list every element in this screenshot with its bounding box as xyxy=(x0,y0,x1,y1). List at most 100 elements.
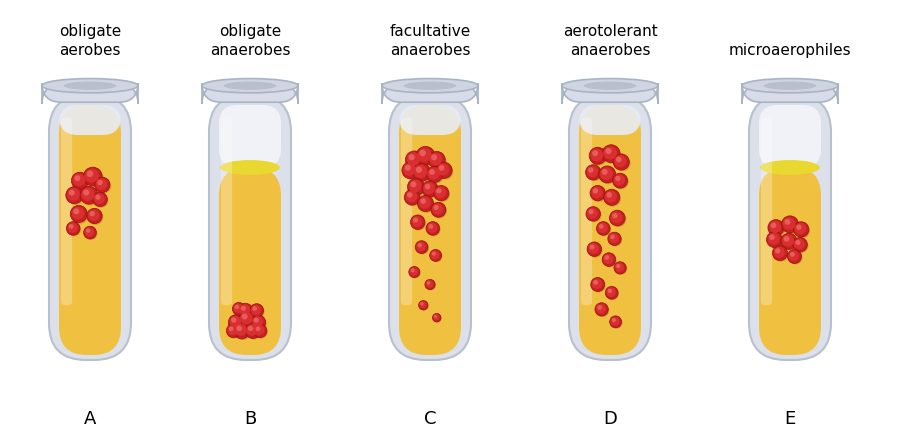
FancyBboxPatch shape xyxy=(562,83,658,104)
Circle shape xyxy=(405,165,410,171)
Circle shape xyxy=(240,312,257,329)
Circle shape xyxy=(615,263,624,272)
Ellipse shape xyxy=(403,82,456,90)
FancyBboxPatch shape xyxy=(401,117,412,305)
Circle shape xyxy=(608,288,612,293)
Circle shape xyxy=(402,162,418,179)
Circle shape xyxy=(420,302,424,306)
Circle shape xyxy=(228,325,238,335)
Circle shape xyxy=(593,188,598,194)
FancyBboxPatch shape xyxy=(219,105,281,168)
Circle shape xyxy=(409,179,426,197)
FancyBboxPatch shape xyxy=(399,105,461,355)
Circle shape xyxy=(418,148,436,167)
Circle shape xyxy=(253,324,267,337)
Circle shape xyxy=(416,167,422,173)
Circle shape xyxy=(418,301,428,310)
Circle shape xyxy=(245,323,260,338)
Circle shape xyxy=(610,317,623,329)
Circle shape xyxy=(613,173,627,188)
Circle shape xyxy=(405,151,423,169)
Circle shape xyxy=(229,326,233,331)
Circle shape xyxy=(605,191,621,206)
Circle shape xyxy=(254,318,259,323)
Circle shape xyxy=(431,154,437,161)
Circle shape xyxy=(610,235,615,239)
Circle shape xyxy=(602,169,608,175)
Circle shape xyxy=(235,305,239,309)
Text: aerotolerant
anaerobes: aerotolerant anaerobes xyxy=(562,24,657,58)
FancyBboxPatch shape xyxy=(221,117,232,305)
Circle shape xyxy=(434,315,436,318)
Circle shape xyxy=(770,223,777,228)
Circle shape xyxy=(409,154,415,161)
Circle shape xyxy=(425,184,430,189)
Circle shape xyxy=(86,170,94,177)
Circle shape xyxy=(233,323,249,339)
Circle shape xyxy=(613,154,629,170)
FancyBboxPatch shape xyxy=(749,95,831,360)
Circle shape xyxy=(587,166,602,181)
Circle shape xyxy=(410,269,415,272)
Circle shape xyxy=(68,224,74,229)
Circle shape xyxy=(425,279,435,290)
Circle shape xyxy=(591,187,603,198)
Circle shape xyxy=(414,165,432,183)
Circle shape xyxy=(610,211,623,223)
Circle shape xyxy=(608,233,622,247)
Circle shape xyxy=(94,177,110,192)
Circle shape xyxy=(795,223,810,238)
Circle shape xyxy=(782,235,798,250)
Ellipse shape xyxy=(763,82,816,90)
Circle shape xyxy=(587,208,598,219)
Circle shape xyxy=(589,243,599,254)
Circle shape xyxy=(413,164,430,181)
Circle shape xyxy=(607,288,616,297)
Circle shape xyxy=(605,255,609,260)
Circle shape xyxy=(409,179,421,192)
FancyBboxPatch shape xyxy=(219,168,281,355)
Circle shape xyxy=(405,191,418,202)
Circle shape xyxy=(770,221,781,233)
Circle shape xyxy=(239,304,250,315)
Circle shape xyxy=(604,146,621,164)
Circle shape xyxy=(251,305,265,318)
Circle shape xyxy=(408,179,425,195)
Circle shape xyxy=(247,324,262,340)
Circle shape xyxy=(427,166,443,183)
Circle shape xyxy=(609,316,622,328)
Circle shape xyxy=(783,217,800,234)
Circle shape xyxy=(774,247,785,258)
Circle shape xyxy=(608,232,621,246)
Circle shape xyxy=(796,224,802,230)
Circle shape xyxy=(419,301,428,310)
FancyBboxPatch shape xyxy=(399,105,461,135)
Circle shape xyxy=(767,232,782,247)
Circle shape xyxy=(435,187,450,202)
Circle shape xyxy=(615,155,631,171)
Circle shape xyxy=(73,173,90,191)
Circle shape xyxy=(84,226,96,239)
Circle shape xyxy=(768,233,783,249)
Ellipse shape xyxy=(223,82,276,90)
Circle shape xyxy=(796,240,800,245)
Circle shape xyxy=(426,280,433,288)
Circle shape xyxy=(587,208,601,222)
Circle shape xyxy=(788,250,803,265)
Ellipse shape xyxy=(562,78,658,93)
Circle shape xyxy=(405,191,421,206)
Circle shape xyxy=(432,203,444,215)
Circle shape xyxy=(85,168,104,187)
Circle shape xyxy=(775,248,780,254)
Circle shape xyxy=(428,168,440,179)
Circle shape xyxy=(606,286,618,299)
Circle shape xyxy=(589,243,603,258)
Text: microaerophiles: microaerophiles xyxy=(729,43,851,58)
Circle shape xyxy=(407,152,420,166)
Text: D: D xyxy=(603,410,616,428)
Circle shape xyxy=(432,203,447,218)
Circle shape xyxy=(237,325,242,331)
Circle shape xyxy=(81,187,94,201)
Circle shape xyxy=(239,304,254,319)
Text: obligate
anaerobes: obligate anaerobes xyxy=(210,24,290,58)
